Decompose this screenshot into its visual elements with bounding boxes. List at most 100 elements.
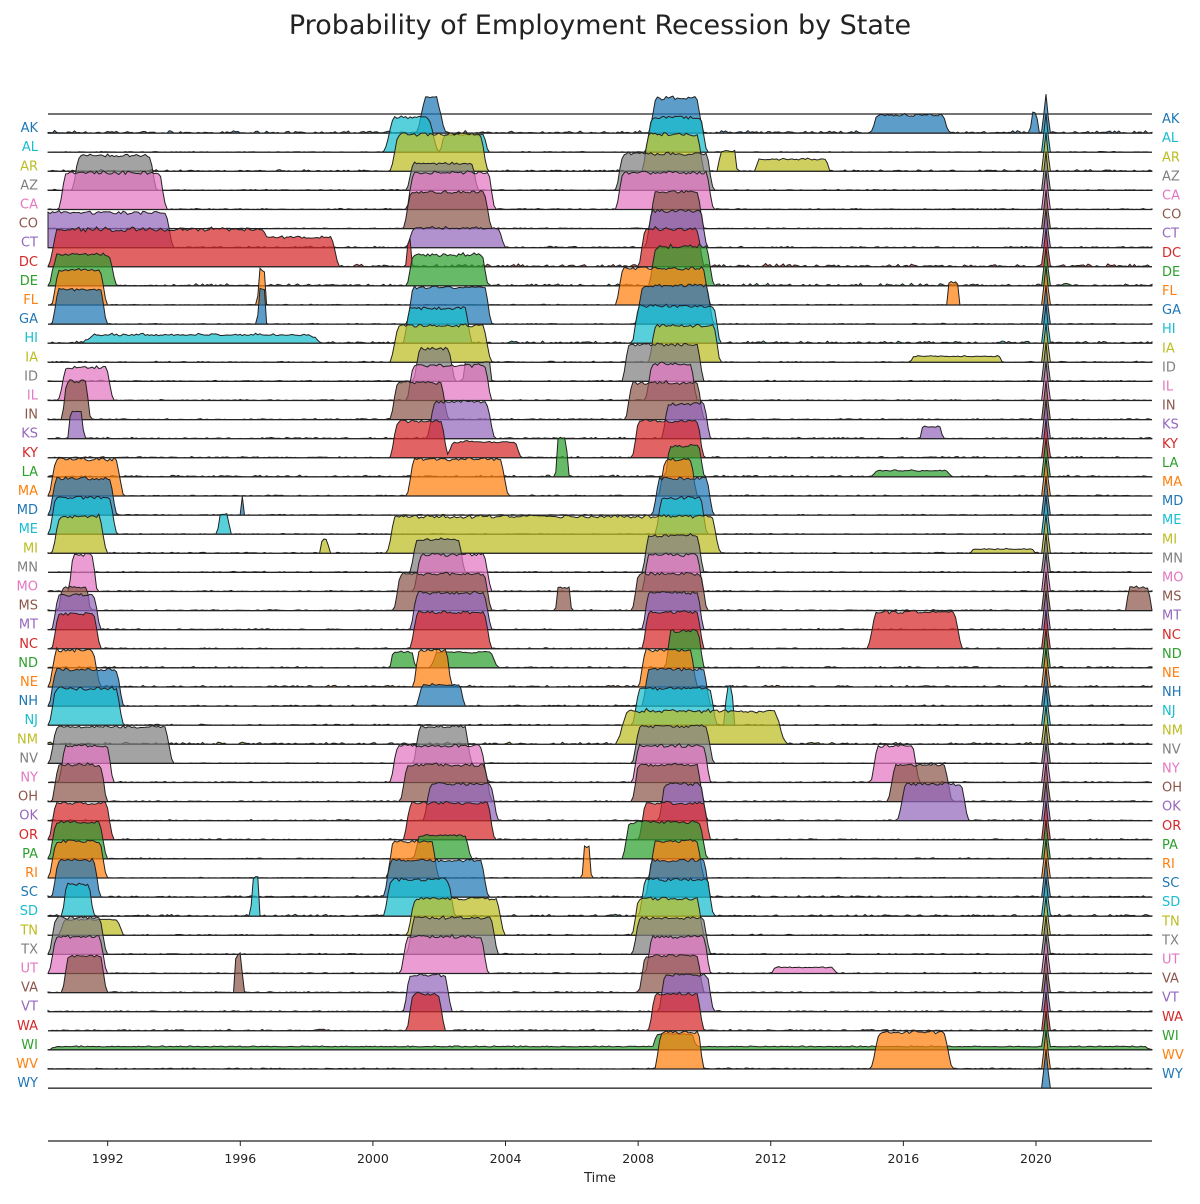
left-label-ar: AR — [20, 159, 38, 174]
left-label-dc: DC — [19, 255, 38, 270]
right-label-ms: MS — [1162, 590, 1181, 605]
right-label-al: AL — [1162, 131, 1179, 146]
right-label-va: VA — [1162, 972, 1179, 987]
right-label-in: IN — [1162, 399, 1176, 414]
left-label-oh: OH — [18, 790, 38, 805]
right-label-ok: OK — [1162, 800, 1181, 815]
left-label-mi: MI — [23, 541, 38, 556]
left-label-wv: WV — [16, 1057, 38, 1072]
left-label-id: ID — [24, 369, 38, 384]
right-label-vt: VT — [1162, 991, 1179, 1006]
right-label-nd: ND — [1162, 647, 1182, 662]
left-label-in: IN — [24, 408, 38, 423]
left-label-mt: MT — [19, 618, 38, 633]
left-label-me: ME — [19, 522, 38, 537]
left-label-de: DE — [20, 274, 38, 289]
left-label-vt: VT — [21, 1000, 38, 1015]
right-label-il: IL — [1162, 380, 1174, 395]
right-label-wi: WI — [1162, 1029, 1179, 1044]
left-label-tx: TX — [20, 942, 38, 957]
left-label-la: LA — [22, 465, 39, 480]
x-tick-label-2000: 2000 — [357, 1151, 389, 1166]
right-label-nm: NM — [1162, 723, 1183, 738]
x-tick-label-2004: 2004 — [490, 1151, 522, 1166]
left-label-ct: CT — [21, 236, 38, 251]
right-label-ky: KY — [1162, 437, 1178, 452]
left-label-ut: UT — [21, 962, 39, 977]
x-axis-label: Time — [583, 1171, 616, 1186]
right-label-la: LA — [1162, 456, 1179, 471]
left-label-ri: RI — [25, 866, 38, 881]
left-label-md: MD — [17, 503, 38, 518]
right-label-ri: RI — [1162, 857, 1175, 872]
left-label-mo: MO — [17, 580, 38, 595]
left-label-ms: MS — [19, 599, 38, 614]
left-label-mn: MN — [17, 560, 38, 575]
left-label-ny: NY — [20, 771, 38, 786]
right-label-md: MD — [1162, 494, 1183, 509]
left-label-ia: IA — [25, 350, 38, 365]
left-label-az: AZ — [20, 178, 38, 193]
left-label-hi: HI — [24, 331, 38, 346]
right-label-wv: WV — [1162, 1048, 1184, 1063]
left-label-pa: PA — [22, 847, 38, 862]
x-tick-label-2020: 2020 — [1020, 1151, 1052, 1166]
right-label-hi: HI — [1162, 322, 1176, 337]
left-label-nj: NJ — [24, 713, 38, 728]
x-tick-label-2016: 2016 — [887, 1151, 919, 1166]
left-label-sd: SD — [20, 904, 38, 919]
right-label-fl: FL — [1162, 284, 1177, 299]
ridge-area-wi — [47, 1010, 1153, 1051]
left-label-al: AL — [22, 140, 39, 155]
left-label-nv: NV — [19, 751, 38, 766]
chart-title: Probability of Employment Recession by S… — [288, 10, 912, 41]
right-label-ar: AR — [1162, 150, 1180, 165]
x-tick-label-1996: 1996 — [224, 1151, 256, 1166]
left-label-ky: KY — [22, 446, 38, 461]
right-label-ct: CT — [1162, 227, 1179, 242]
left-label-fl: FL — [23, 293, 38, 308]
right-label-oh: OH — [1162, 781, 1182, 796]
x-tick-label-1992: 1992 — [92, 1151, 124, 1166]
left-label-ca: CA — [20, 198, 38, 213]
right-label-ia: IA — [1162, 341, 1175, 356]
right-label-nj: NJ — [1162, 704, 1176, 719]
right-label-ut: UT — [1162, 953, 1180, 968]
right-label-ak: AK — [1162, 112, 1180, 127]
left-label-va: VA — [21, 981, 38, 996]
right-label-wy: WY — [1162, 1067, 1183, 1082]
right-label-nv: NV — [1162, 742, 1181, 757]
left-label-tn: TN — [19, 923, 38, 938]
right-label-ga: GA — [1162, 303, 1181, 318]
left-label-or: OR — [19, 828, 38, 843]
right-label-mt: MT — [1162, 609, 1181, 624]
left-label-co: CO — [19, 217, 38, 232]
left-label-ma: MA — [18, 484, 38, 499]
left-label-sc: SC — [21, 885, 38, 900]
left-label-wy: WY — [17, 1076, 38, 1091]
right-label-me: ME — [1162, 513, 1181, 528]
left-label-nd: ND — [18, 656, 38, 671]
left-label-ak: AK — [21, 121, 39, 136]
left-label-wi: WI — [21, 1038, 38, 1053]
left-label-ks: KS — [21, 427, 38, 442]
right-label-ks: KS — [1162, 418, 1179, 433]
right-label-or: OR — [1162, 819, 1181, 834]
right-label-mo: MO — [1162, 571, 1183, 586]
left-label-wa: WA — [17, 1019, 38, 1034]
x-tick-label-2012: 2012 — [755, 1151, 787, 1166]
right-label-mn: MN — [1162, 551, 1183, 566]
right-label-nh: NH — [1162, 685, 1182, 700]
left-label-ga: GA — [19, 312, 38, 327]
right-label-id: ID — [1162, 360, 1176, 375]
right-label-tx: TX — [1161, 933, 1179, 948]
right-label-sd: SD — [1162, 895, 1180, 910]
ridge-area-ga — [48, 282, 1153, 325]
right-label-az: AZ — [1162, 169, 1180, 184]
x-tick-label-2008: 2008 — [622, 1151, 654, 1166]
right-label-de: DE — [1162, 265, 1180, 280]
left-label-ne: NE — [20, 675, 38, 690]
right-label-ny: NY — [1162, 762, 1180, 777]
